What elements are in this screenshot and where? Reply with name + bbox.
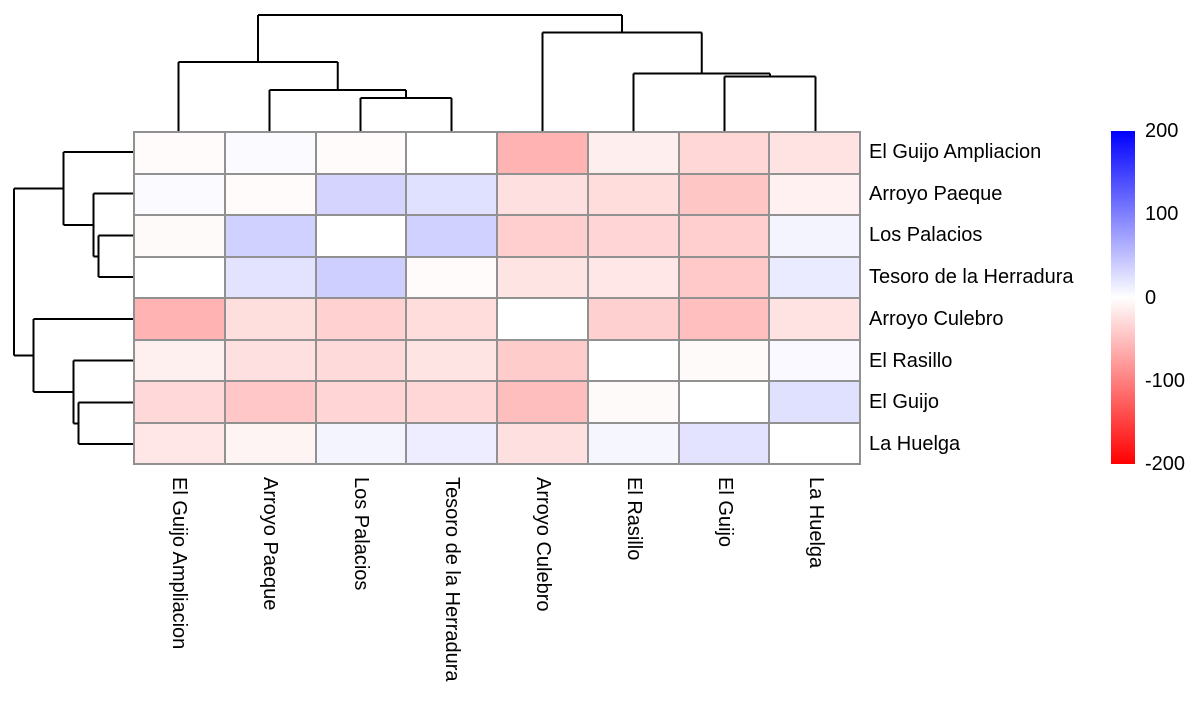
row-dendrogram bbox=[13, 151, 133, 445]
heatmap-cell bbox=[135, 340, 224, 380]
row-label: El Rasillo bbox=[869, 349, 953, 372]
heatmap-cell bbox=[498, 257, 587, 297]
heatmap-cell bbox=[225, 174, 315, 214]
col-label: Arroyo Culebro bbox=[531, 477, 554, 612]
col-label: Tesoro de la Herradura bbox=[440, 477, 463, 682]
colorbar-tick-label: 0 bbox=[1145, 286, 1157, 309]
heatmap-cell bbox=[588, 382, 678, 422]
heatmap-cell bbox=[770, 216, 859, 256]
heatmap-cell bbox=[316, 423, 406, 463]
heatmap-cell bbox=[770, 382, 859, 422]
heatmap-cell bbox=[498, 299, 587, 339]
column-dendrogram bbox=[177, 14, 817, 131]
heatmap-cell bbox=[498, 340, 587, 380]
heatmap-cell bbox=[135, 423, 224, 463]
row-label: El Guijo Ampliacion bbox=[869, 140, 1042, 163]
heatmap-cell bbox=[135, 133, 224, 173]
heatmap-cell bbox=[135, 216, 224, 256]
col-label: La Huelga bbox=[804, 477, 827, 569]
col-label: Arroyo Paeque bbox=[258, 477, 281, 611]
row-label: Los Palacios bbox=[869, 224, 983, 247]
heatmap-cell bbox=[679, 133, 769, 173]
heatmap-cell bbox=[225, 382, 315, 422]
heatmap-cell bbox=[588, 133, 678, 173]
heatmap-cell bbox=[770, 174, 859, 214]
heatmap-cell bbox=[679, 299, 769, 339]
heatmap-cell bbox=[770, 133, 859, 173]
row-label: El Guijo bbox=[869, 391, 940, 414]
row-label: Arroyo Culebro bbox=[869, 307, 1004, 330]
heatmap-cell bbox=[770, 299, 859, 339]
heatmap-cell bbox=[498, 382, 587, 422]
heatmap-cell bbox=[225, 257, 315, 297]
heatmap-cell bbox=[407, 174, 496, 214]
heatmap-cell bbox=[679, 174, 769, 214]
heatmap-cell bbox=[407, 257, 496, 297]
heatmap-cell bbox=[770, 423, 859, 463]
heatmap-cell bbox=[407, 382, 496, 422]
heatmap-cell bbox=[588, 257, 678, 297]
row-label: Arroyo Paeque bbox=[869, 182, 1003, 205]
col-label: El Guijo bbox=[713, 477, 736, 548]
heatmap-cell bbox=[316, 174, 406, 214]
col-label: Los Palacios bbox=[349, 477, 372, 591]
heatmap-cell bbox=[588, 174, 678, 214]
heatmap-cell bbox=[135, 174, 224, 214]
colorbar-tick-label: 100 bbox=[1145, 203, 1179, 226]
heatmap-cell bbox=[225, 423, 315, 463]
heatmap-cell bbox=[407, 340, 496, 380]
heatmap-cell bbox=[316, 257, 406, 297]
heatmap-cell bbox=[770, 257, 859, 297]
heatmap-cell bbox=[316, 340, 406, 380]
heatmap-cell bbox=[407, 216, 496, 256]
col-label: El Rasillo bbox=[622, 477, 645, 561]
heatmap-cell bbox=[407, 133, 496, 173]
heatmap-cell bbox=[225, 133, 315, 173]
heatmap-cell bbox=[588, 423, 678, 463]
colorbar-gradient bbox=[1111, 131, 1135, 464]
heatmap-cell bbox=[225, 216, 315, 256]
heatmap-cell bbox=[135, 257, 224, 297]
row-label: La Huelga bbox=[869, 433, 961, 456]
col-label: El Guijo Ampliacion bbox=[167, 477, 190, 650]
heatmap-cell bbox=[316, 299, 406, 339]
heatmap-cell bbox=[679, 257, 769, 297]
heatmap-cell bbox=[588, 299, 678, 339]
heatmap-cell bbox=[498, 174, 587, 214]
heatmap-cell bbox=[316, 133, 406, 173]
colorbar-tick-label: -200 bbox=[1145, 453, 1186, 475]
heatmap-cell bbox=[679, 382, 769, 422]
row-label: Tesoro de la Herradura bbox=[869, 266, 1074, 289]
heatmap-cell bbox=[498, 423, 587, 463]
heatmap-cell bbox=[407, 423, 496, 463]
heatmap-cell bbox=[588, 216, 678, 256]
heatmap-cell bbox=[225, 340, 315, 380]
colorbar-tick-label: -100 bbox=[1145, 369, 1186, 392]
heatmap-cell bbox=[679, 216, 769, 256]
heatmap-cell bbox=[407, 299, 496, 339]
heatmap-cell bbox=[498, 216, 587, 256]
heatmap-grid bbox=[133, 131, 861, 465]
heatmap-cell bbox=[135, 382, 224, 422]
heatmap-cell bbox=[498, 133, 587, 173]
heatmap-cell bbox=[588, 340, 678, 380]
heatmap-cell bbox=[316, 382, 406, 422]
heatmap-cell bbox=[225, 299, 315, 339]
colorbar-tick-label: 200 bbox=[1145, 120, 1179, 142]
heatmap-cell bbox=[316, 216, 406, 256]
heatmap-cell bbox=[135, 299, 224, 339]
heatmap-cell bbox=[679, 340, 769, 380]
heatmap-cell bbox=[679, 423, 769, 463]
heatmap-cell bbox=[770, 340, 859, 380]
